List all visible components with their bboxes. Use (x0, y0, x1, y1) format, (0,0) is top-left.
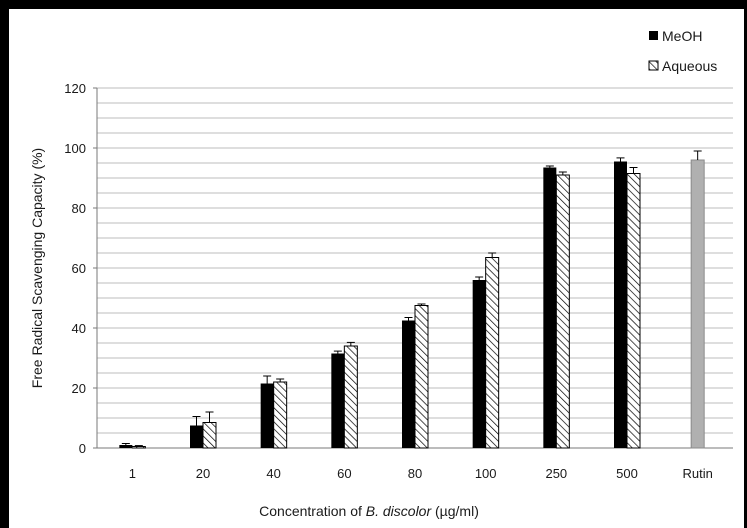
bar (472, 280, 486, 448)
x-axis-title-italic: B. discolor (366, 503, 433, 519)
bar (690, 159, 705, 449)
x-tick-label: 500 (616, 466, 638, 481)
bar (202, 422, 217, 449)
bar (331, 353, 345, 448)
bars (119, 150, 705, 449)
bar (273, 381, 288, 449)
x-tick-label: 1 (129, 466, 136, 481)
y-tick-label: 40 (72, 321, 86, 336)
bar (414, 305, 429, 449)
bar (402, 320, 415, 448)
bar (555, 174, 570, 449)
y-axis-title: Free Radical Scavenging Capacity (%) (29, 148, 45, 388)
x-tick-label: 40 (266, 466, 280, 481)
y-tick-label: 80 (72, 201, 86, 216)
y-tick-label: 0 (79, 441, 86, 456)
bar (543, 167, 557, 448)
x-tick-label: 60 (337, 466, 351, 481)
x-axis-title-suffix: (µg/ml) (431, 503, 479, 519)
bar (260, 383, 274, 448)
bar (131, 446, 146, 449)
legend-swatch-meoh (649, 31, 658, 40)
y-tick-label: 100 (64, 141, 86, 156)
legend-label-meoh: MeOH (662, 28, 702, 44)
x-tick-label: 100 (475, 466, 497, 481)
y-tick-label: 120 (64, 81, 86, 96)
x-axis-title: Concentration of B. discolor (µg/ml) (259, 503, 479, 519)
y-tick-label: 20 (72, 381, 86, 396)
bar (614, 161, 627, 448)
legend-swatch-aqueous (648, 60, 659, 71)
bar (343, 345, 358, 449)
bar (485, 257, 500, 449)
legend: MeOH Aqueous (648, 28, 717, 74)
bar (190, 425, 203, 448)
x-tick-label: 80 (408, 466, 422, 481)
bar (119, 445, 133, 448)
bar (626, 173, 641, 449)
x-tick-label: Rutin (682, 466, 712, 481)
legend-label-aqueous: Aqueous (662, 58, 717, 74)
x-tick-label: 250 (545, 466, 567, 481)
x-axis-title-prefix: Concentration of (259, 503, 366, 519)
x-tick-label: 20 (196, 466, 210, 481)
y-tick-label: 60 (72, 261, 86, 276)
